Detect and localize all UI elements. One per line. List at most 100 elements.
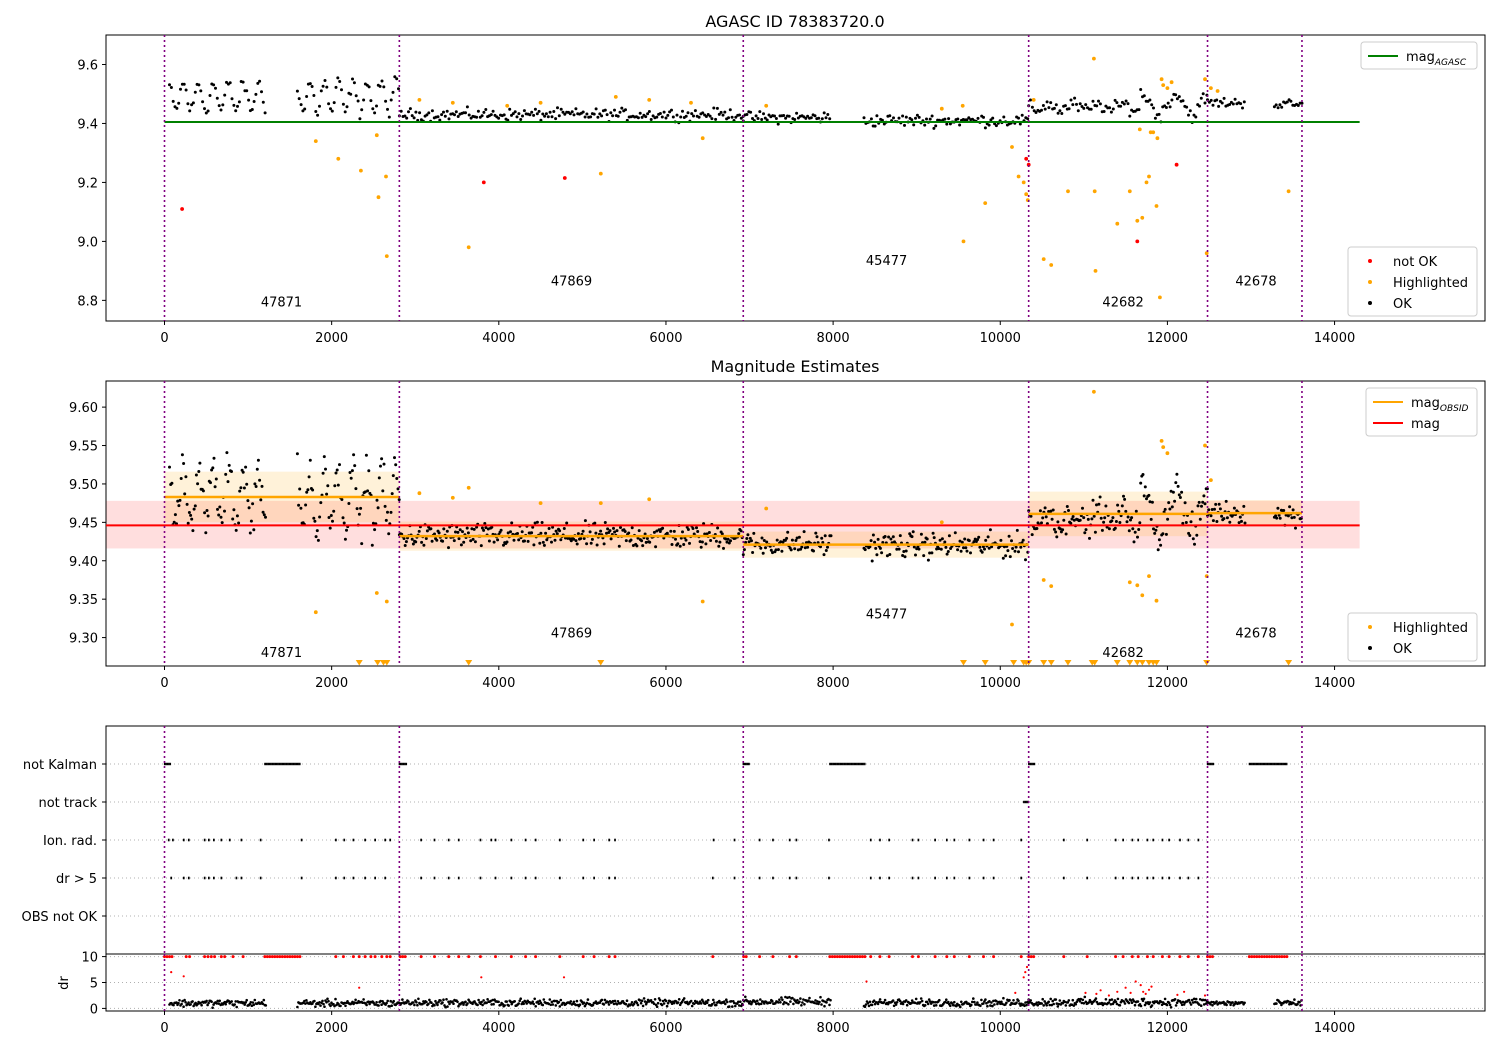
p1-ok-point	[447, 117, 451, 121]
p1-highlighted-point	[1151, 130, 1156, 135]
dr-ok-point	[715, 1003, 718, 1007]
p1-ok-point	[917, 115, 921, 119]
dr-flagged-point	[369, 955, 373, 959]
p1-ok-point	[727, 116, 730, 120]
p2-ok-point	[170, 481, 174, 485]
p1-ok-point	[1020, 113, 1024, 117]
p1-ok-point	[925, 117, 928, 121]
flag-mark	[830, 762, 832, 766]
p2-ok-point	[1122, 494, 1125, 498]
p1-ok-point	[217, 104, 221, 108]
p2-ok-point	[417, 529, 421, 533]
p1-ok-point	[1002, 115, 1006, 119]
p1-ok-point	[611, 114, 615, 118]
dr-flagged-point	[1151, 955, 1155, 959]
p1-ok-point	[443, 114, 447, 118]
flag-mark	[1277, 762, 1280, 766]
p2-ok-point	[1202, 494, 1206, 498]
dr-ok-point	[690, 1004, 694, 1008]
p1-ok-point	[1041, 104, 1045, 107]
dr-ok-point	[920, 999, 924, 1003]
p2-ok-point	[1001, 556, 1005, 560]
p1-ok-point	[1078, 102, 1082, 106]
flag-mark	[235, 876, 238, 880]
p2-ok-point	[812, 549, 815, 553]
p2-ok-point	[1213, 507, 1216, 511]
p1-ok-point	[570, 110, 574, 114]
dr-flagged-point	[341, 955, 345, 959]
p2-ok-point	[917, 547, 921, 551]
dr-ok-point	[723, 1000, 726, 1003]
p1-ok-point	[697, 115, 701, 119]
flag-mark	[1062, 876, 1065, 880]
p1-ok-point	[1152, 106, 1155, 110]
p2-ok-point	[1064, 532, 1068, 536]
p1-ok-point	[325, 85, 329, 89]
p1-ok-point	[609, 111, 613, 115]
p1-x-tick-label: 14000	[1314, 331, 1355, 346]
dr-ok-point	[1064, 1004, 1068, 1007]
p2-ok-point	[397, 498, 401, 502]
p2-ok-point	[264, 515, 267, 519]
p2-ok-point	[615, 529, 619, 533]
p1-ok-point	[914, 116, 917, 120]
p1-ok-point	[399, 109, 403, 113]
p1-ok-point	[1150, 103, 1154, 107]
flag-mark	[282, 762, 285, 766]
dr-ok-point	[1129, 999, 1133, 1002]
p2-ok-point	[619, 526, 622, 529]
dr-flagged-point	[241, 955, 245, 959]
dr-ok-point	[416, 1003, 419, 1007]
flag-mark	[168, 762, 170, 766]
p2-ok-point	[314, 535, 318, 539]
p2-ok-point	[246, 499, 250, 503]
dr-flagged-point	[711, 955, 715, 959]
p1-highlighted-point	[1049, 263, 1054, 267]
p4-y-tick-label: 0	[90, 1002, 98, 1017]
dr-ok-point	[572, 1000, 576, 1004]
p1-ok-point	[664, 116, 668, 120]
p2-ok-point	[262, 513, 266, 517]
p1-ok-point	[321, 84, 325, 88]
p2-ok-point	[822, 553, 826, 557]
p2-ok-point	[746, 533, 750, 537]
p2-ok-point	[684, 538, 688, 542]
dr-ok-point	[548, 998, 552, 1001]
p1-ok-point	[1166, 101, 1170, 105]
p2-ok-point	[960, 540, 964, 544]
p1-ok-point	[303, 107, 307, 111]
p2-ok-point	[868, 545, 872, 549]
p2-ok-point	[1092, 514, 1096, 518]
p2-highlighted-point	[384, 599, 389, 604]
p1-ok-point	[1098, 102, 1102, 106]
p2-ok-point	[1100, 528, 1104, 532]
p2-ok-point	[944, 545, 948, 549]
p2-ok-point	[304, 503, 308, 507]
flag-mark	[272, 762, 274, 766]
flag-mark	[953, 876, 956, 880]
p2-ok-point	[553, 538, 557, 542]
dr-ok-point	[713, 1001, 716, 1004]
p2-ok-point	[925, 537, 929, 541]
flag-mark	[264, 762, 266, 766]
dr-ok-point	[1188, 1001, 1192, 1004]
p1-highlighted-point	[384, 174, 388, 179]
p2-ok-point	[554, 529, 558, 533]
dr-ok-point	[333, 1004, 336, 1008]
dr-flagged-point	[1024, 971, 1027, 974]
p1-ok-point	[375, 104, 378, 108]
clipped-highlighted-marker	[981, 660, 989, 666]
p1-ok-point	[362, 98, 366, 102]
p1-ok-point	[393, 75, 397, 79]
dr-ok-point	[1067, 999, 1071, 1002]
dr-ok-point	[934, 1004, 938, 1007]
dr-flagged-point	[184, 955, 188, 959]
p1-ok-point	[1122, 102, 1126, 106]
flag-mark	[207, 838, 210, 842]
p2-ok-point	[937, 547, 941, 551]
dr-ok-point	[557, 1000, 561, 1004]
p1-ok-point	[197, 83, 201, 87]
flag-mark	[167, 838, 170, 842]
p1-ok-point	[484, 108, 488, 111]
p1-ok-point	[184, 88, 188, 92]
